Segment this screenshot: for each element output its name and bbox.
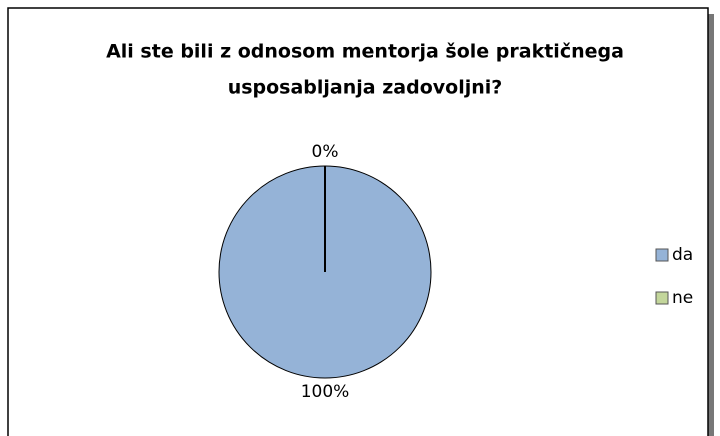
legend-label: da [672, 245, 693, 265]
chart-title: Ali ste bili z odnosom mentorja šole pra… [106, 41, 624, 63]
data-label: 100% [301, 382, 350, 402]
data-label: 0% [312, 142, 339, 162]
legend-label: ne [672, 288, 693, 308]
legend-swatch [655, 291, 669, 305]
chart-title: usposabljanja zadovoljni? [228, 77, 503, 99]
legend-swatch [655, 248, 669, 262]
